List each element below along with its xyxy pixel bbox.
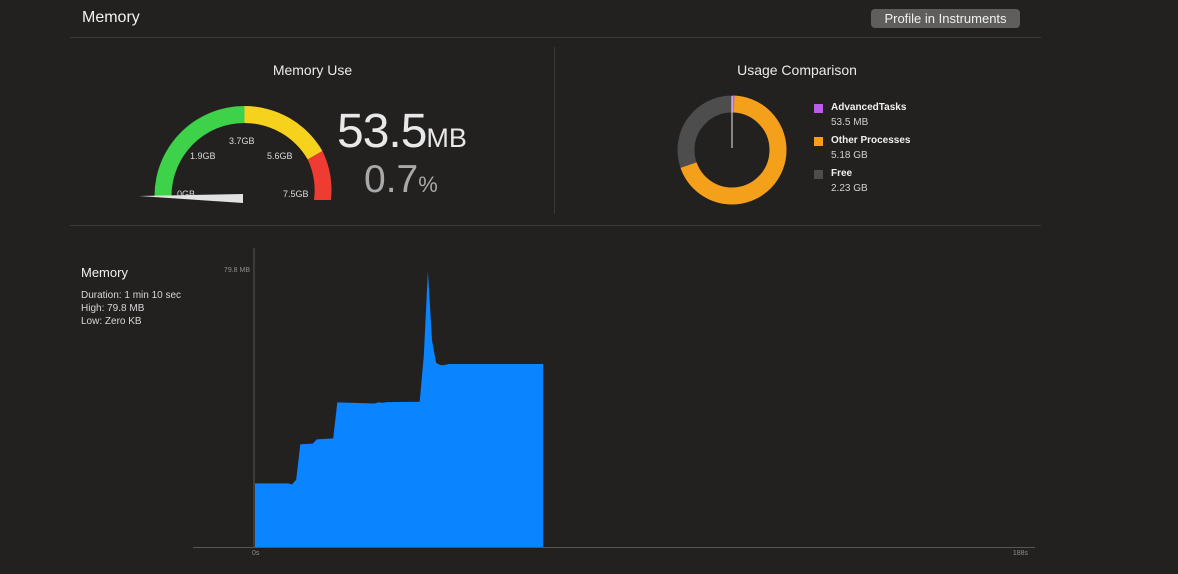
memory-percent-unit: % xyxy=(418,172,438,197)
legend-value: 53.5 MB xyxy=(831,117,869,128)
memory-high: High: 79.8 MB xyxy=(81,303,145,314)
header-divider xyxy=(70,37,1041,38)
usage-donut-chart xyxy=(677,95,787,205)
section-divider-horizontal xyxy=(70,225,1041,226)
legend-swatch-free xyxy=(814,170,823,179)
memory-timeline-chart: 79.8 MB 0s 188s xyxy=(193,248,1035,557)
page-title: Memory xyxy=(82,9,140,26)
legend-value: 2.23 GB xyxy=(831,183,868,194)
memory-used-value: 53.5MB xyxy=(337,104,467,159)
legend-name: Free xyxy=(831,168,853,179)
memory-use-title: Memory Use xyxy=(272,62,353,78)
memory-percent-number: 0.7 xyxy=(364,158,419,201)
section-divider xyxy=(554,47,555,214)
profile-in-instruments-button[interactable]: Profile in Instruments xyxy=(871,9,1020,28)
memory-gauge: 0GB 1.9GB 3.7GB 5.6GB 7.5GB xyxy=(139,106,332,203)
memory-used-number: 53.5 xyxy=(337,105,427,158)
memory-used-unit: MB xyxy=(426,123,467,153)
gauge-label-1: 1.9GB xyxy=(190,151,216,161)
gauge-label-2: 3.7GB xyxy=(229,136,255,146)
gauge-red-segment xyxy=(307,151,332,200)
gauge-green-segment xyxy=(154,106,245,196)
gauge-yellow-segment xyxy=(244,106,323,160)
memory-usage-area xyxy=(255,271,544,547)
memory-chart-title: Memory xyxy=(81,265,128,280)
memory-percent-value: 0.7% xyxy=(364,158,438,202)
gauge-label-0: 0GB xyxy=(177,189,195,199)
x-tick-label-start: 0s xyxy=(252,550,260,557)
legend-swatch-advancedtasks xyxy=(814,104,823,113)
legend-value: 5.18 GB xyxy=(831,150,868,161)
legend-name: Other Processes xyxy=(831,135,911,146)
x-tick-label-end: 188s xyxy=(1013,550,1029,557)
usage-comparison-title: Usage Comparison xyxy=(737,62,857,78)
legend-swatch-other-processes xyxy=(814,137,823,146)
gauge-needle xyxy=(139,194,243,203)
y-tick-label: 79.8 MB xyxy=(224,267,250,274)
gauge-label-4: 7.5GB xyxy=(283,189,309,199)
gauge-label-3: 5.6GB xyxy=(267,151,293,161)
memory-duration: Duration: 1 min 10 sec xyxy=(81,290,182,301)
memory-low: Low: Zero KB xyxy=(81,316,142,327)
legend-name: AdvancedTasks xyxy=(831,102,907,113)
